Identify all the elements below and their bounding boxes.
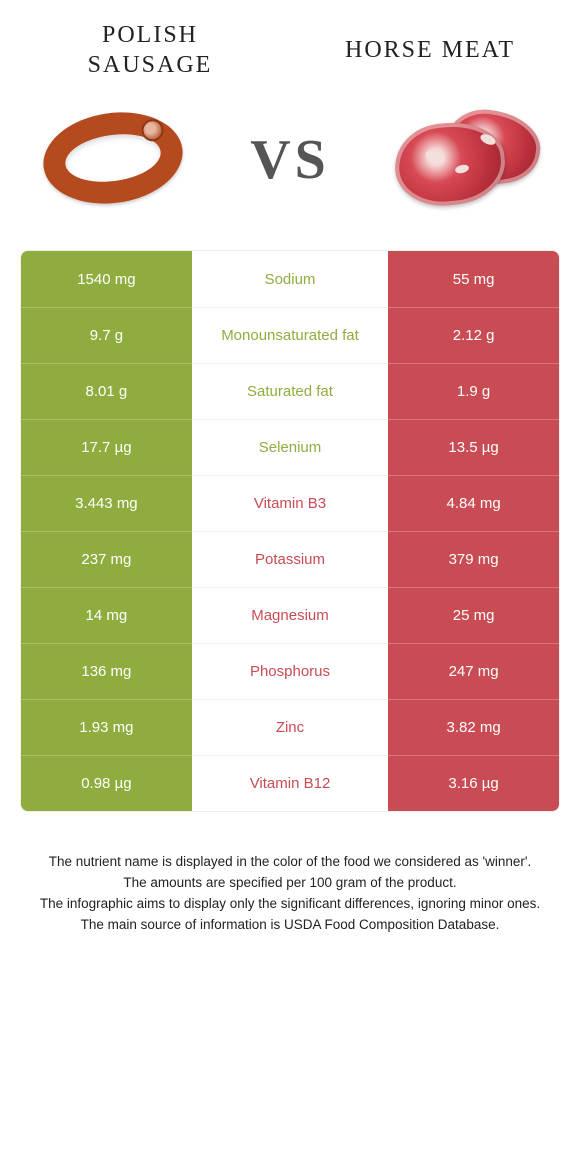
footer-line: The amounts are specified per 100 gram o… xyxy=(30,873,550,894)
nutrient-name-cell: Sodium xyxy=(192,251,388,307)
right-food-image xyxy=(380,100,550,220)
right-value-cell: 2.12 g xyxy=(388,307,559,363)
left-value-cell: 8.01 g xyxy=(21,363,192,419)
nutrient-name-cell: Vitamin B12 xyxy=(192,755,388,811)
footer-line: The nutrient name is displayed in the co… xyxy=(30,852,550,873)
right-value-cell: 3.16 µg xyxy=(388,755,559,811)
header-titles: POLISH SAUSAGE HORSE MEAT xyxy=(0,0,580,90)
left-value-cell: 1.93 mg xyxy=(21,699,192,755)
left-value-cell: 237 mg xyxy=(21,531,192,587)
left-value-cell: 3.443 mg xyxy=(21,475,192,531)
comparison-table: 1540 mgSodium55 mg9.7 gMonounsaturated f… xyxy=(20,250,560,812)
table-row: 0.98 µgVitamin B123.16 µg xyxy=(21,755,559,811)
nutrient-name-cell: Saturated fat xyxy=(192,363,388,419)
nutrient-name-cell: Selenium xyxy=(192,419,388,475)
right-value-cell: 1.9 g xyxy=(388,363,559,419)
table-row: 8.01 gSaturated fat1.9 g xyxy=(21,363,559,419)
table-row: 17.7 µgSelenium13.5 µg xyxy=(21,419,559,475)
vs-label: VS xyxy=(250,128,330,192)
right-value-cell: 55 mg xyxy=(388,251,559,307)
footer-line: The infographic aims to display only the… xyxy=(30,894,550,915)
footer-line: The main source of information is USDA F… xyxy=(30,915,550,936)
right-value-cell: 25 mg xyxy=(388,587,559,643)
left-value-cell: 14 mg xyxy=(21,587,192,643)
table-row: 3.443 mgVitamin B34.84 mg xyxy=(21,475,559,531)
table-row: 14 mgMagnesium25 mg xyxy=(21,587,559,643)
table-row: 136 mgPhosphorus247 mg xyxy=(21,643,559,699)
footer-notes: The nutrient name is displayed in the co… xyxy=(30,852,550,936)
right-value-cell: 3.82 mg xyxy=(388,699,559,755)
right-food-title: HORSE MEAT xyxy=(330,35,530,65)
right-value-cell: 379 mg xyxy=(388,531,559,587)
meat-icon xyxy=(385,105,545,215)
left-value-cell: 1540 mg xyxy=(21,251,192,307)
sausage-icon xyxy=(35,105,195,215)
left-value-cell: 136 mg xyxy=(21,643,192,699)
nutrient-name-cell: Monounsaturated fat xyxy=(192,307,388,363)
right-value-cell: 4.84 mg xyxy=(388,475,559,531)
left-value-cell: 0.98 µg xyxy=(21,755,192,811)
left-food-image xyxy=(30,100,200,220)
table-row: 237 mgPotassium379 mg xyxy=(21,531,559,587)
nutrient-name-cell: Phosphorus xyxy=(192,643,388,699)
left-food-title: POLISH SAUSAGE xyxy=(50,20,250,80)
vs-row: VS xyxy=(0,90,580,250)
table-row: 1540 mgSodium55 mg xyxy=(21,251,559,307)
nutrient-name-cell: Magnesium xyxy=(192,587,388,643)
table-row: 9.7 gMonounsaturated fat2.12 g xyxy=(21,307,559,363)
right-value-cell: 13.5 µg xyxy=(388,419,559,475)
right-value-cell: 247 mg xyxy=(388,643,559,699)
nutrient-name-cell: Vitamin B3 xyxy=(192,475,388,531)
left-value-cell: 9.7 g xyxy=(21,307,192,363)
table-row: 1.93 mgZinc3.82 mg xyxy=(21,699,559,755)
nutrient-name-cell: Zinc xyxy=(192,699,388,755)
nutrient-name-cell: Potassium xyxy=(192,531,388,587)
left-value-cell: 17.7 µg xyxy=(21,419,192,475)
